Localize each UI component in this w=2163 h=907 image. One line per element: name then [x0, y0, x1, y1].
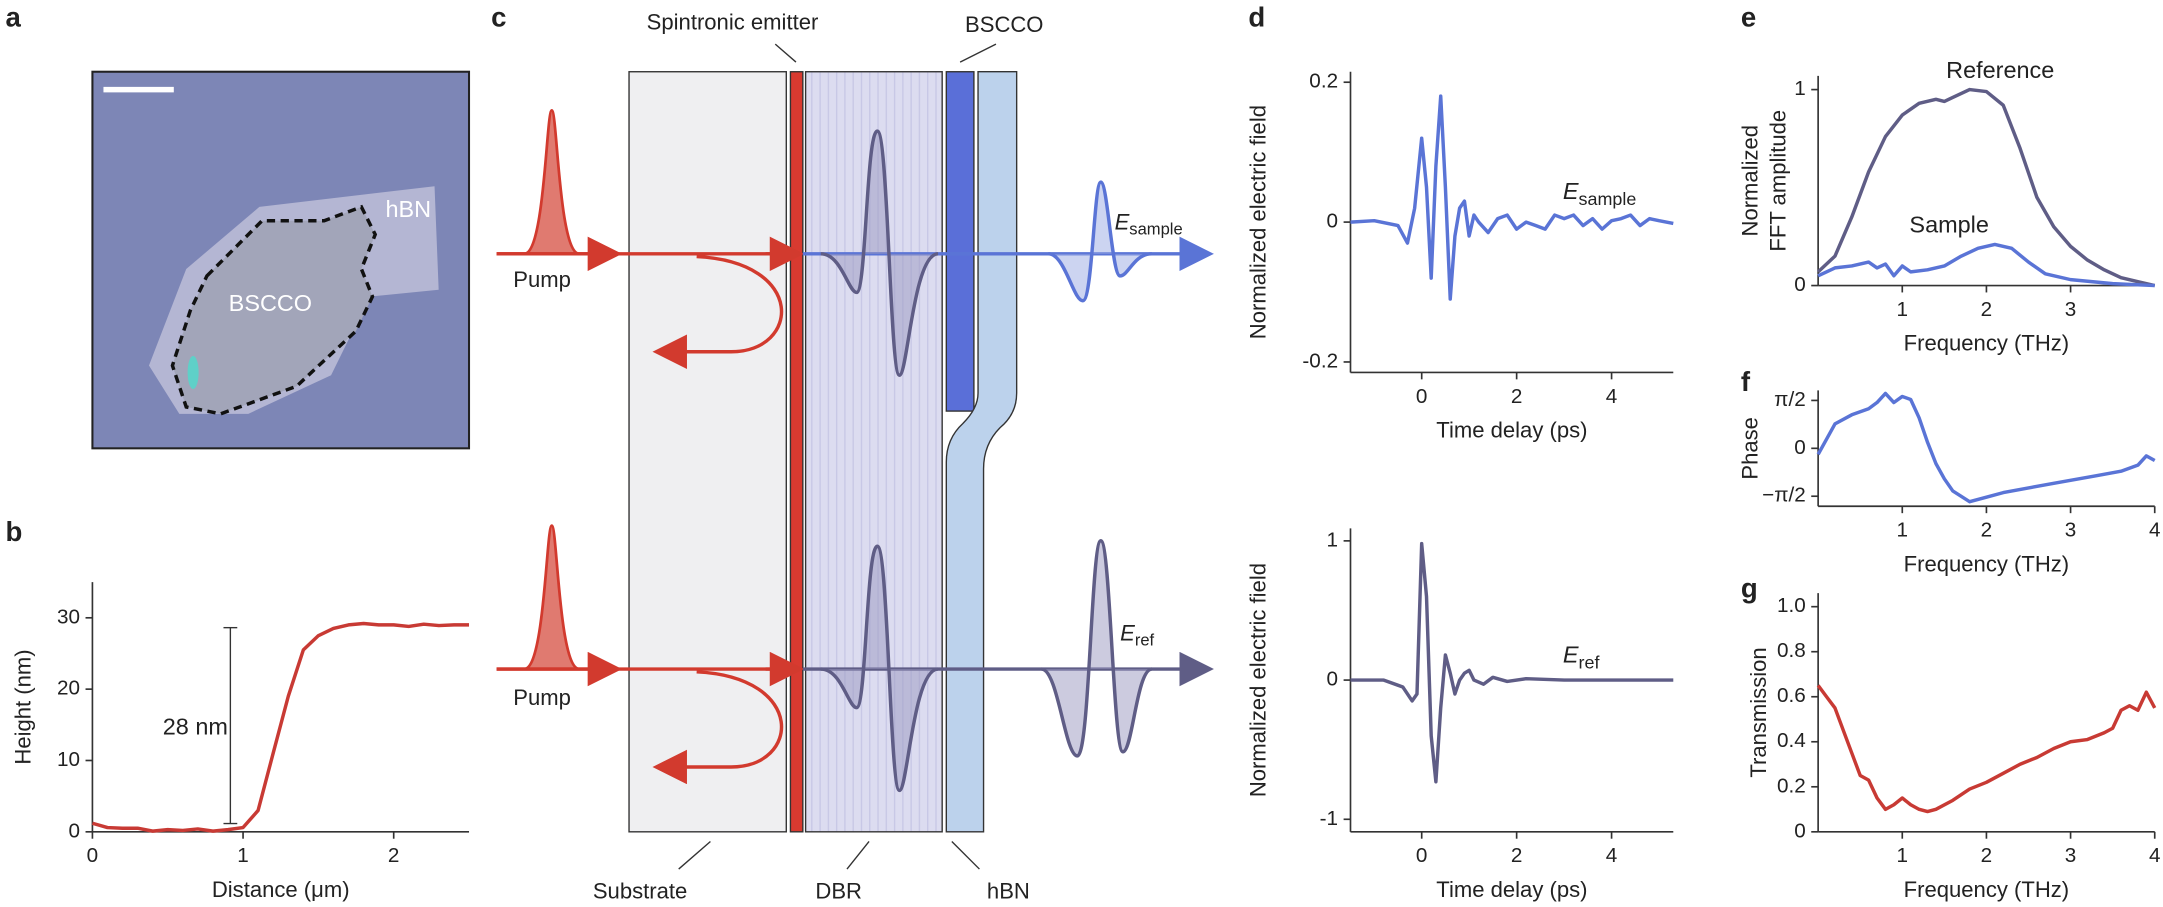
x-tick-label: 4 — [2149, 519, 2161, 542]
micrograph-label: BSCCO — [229, 290, 312, 316]
x-tick-label: 1 — [237, 844, 249, 867]
y-tick-label: π/2 — [1774, 388, 1806, 411]
panel-label: b — [6, 516, 23, 547]
x-tick-label: 1 — [1897, 519, 1909, 542]
x-tick-label: 3 — [2065, 519, 2077, 542]
annotation-text: E — [1563, 178, 1579, 204]
y-tick-label: 20 — [57, 677, 80, 700]
panel-label: f — [1741, 366, 1751, 397]
panel-label: c — [491, 2, 506, 33]
y-tick-label: 0.8 — [1777, 639, 1806, 662]
y-tick-label: 10 — [57, 748, 80, 771]
x-tick-label: 1 — [1897, 298, 1909, 321]
x-tick-label: 2 — [1981, 519, 1993, 542]
x-tick-label: 2 — [388, 844, 400, 867]
panel-label: e — [1741, 2, 1756, 33]
pump-label: Pump — [513, 267, 571, 292]
y-axis-label: Normalized electric field — [1245, 105, 1270, 339]
output-symbol: E — [1120, 620, 1135, 645]
y-axis-label: Transmission — [1746, 647, 1771, 777]
y-tick-label: 0 — [1327, 210, 1339, 233]
data-line — [1350, 541, 1674, 784]
panel-label: d — [1248, 2, 1265, 33]
schematic-label: BSCCO — [965, 12, 1043, 37]
x-tick-label: 4 — [1606, 385, 1618, 408]
y-tick-label: 0.2 — [1777, 774, 1806, 797]
output-subscript: sample — [1129, 220, 1182, 239]
output-symbol: E — [1115, 209, 1130, 234]
y-tick-label: 0.2 — [1309, 70, 1338, 93]
x-tick-label: 3 — [2065, 844, 2077, 867]
annotation-text: 28 nm — [163, 714, 228, 740]
x-tick-label: 4 — [1606, 844, 1618, 867]
panel-label: a — [6, 2, 22, 33]
y-tick-label: 1 — [1327, 528, 1339, 551]
schematic-label: Substrate — [593, 878, 687, 903]
annotation: Eref — [1563, 642, 1600, 672]
annotation-text: E — [1563, 642, 1579, 668]
x-tick-label: 3 — [2065, 298, 2077, 321]
data-line — [91, 621, 470, 833]
micrograph-label: hBN — [386, 196, 432, 222]
y-axis-label: Height (nm) — [11, 649, 36, 764]
output-subscript: ref — [1135, 631, 1155, 650]
y-axis-label: Normalized — [1738, 125, 1763, 237]
micrograph: hBN BSCCO — [91, 70, 471, 450]
x-tick-label: 2 — [1981, 298, 1993, 321]
x-tick-label: 0 — [87, 844, 99, 867]
annotation: Esample — [1563, 178, 1636, 208]
x-tick-label: 1 — [1897, 844, 1909, 867]
y-tick-label: 0.6 — [1777, 684, 1806, 707]
y-tick-label: -1 — [1320, 807, 1338, 830]
x-axis-label: Frequency (THz) — [1904, 331, 2070, 356]
x-axis-label: Frequency (THz) — [1904, 877, 2070, 902]
height-bracket — [223, 626, 238, 825]
schematic-label: DBR — [815, 878, 862, 903]
data-line — [1350, 94, 1674, 301]
annotation-subscript: ref — [1579, 652, 1600, 672]
y-tick-label: -0.2 — [1302, 349, 1338, 372]
output-label: Eref — [1120, 620, 1154, 649]
x-tick-label: 2 — [1981, 844, 1993, 867]
output-label: Esample — [1115, 209, 1183, 238]
y-tick-label: 0.4 — [1777, 729, 1806, 752]
annotation-subscript: sample — [1579, 189, 1637, 209]
x-tick-label: 4 — [2149, 844, 2161, 867]
annotation: 28 nm — [163, 714, 228, 740]
x-axis-label: Time delay (ps) — [1436, 877, 1587, 902]
x-axis-label: Time delay (ps) — [1436, 418, 1587, 443]
data-line — [1816, 391, 2156, 504]
y-tick-label: 1 — [1794, 77, 1806, 100]
x-tick-label: 0 — [1416, 385, 1428, 408]
y-axis-label: Phase — [1738, 417, 1763, 480]
y-tick-label: −π/2 — [1762, 484, 1806, 507]
y-tick-label: 0 — [1794, 273, 1806, 296]
y-tick-label: 0 — [1327, 668, 1339, 691]
y-axis-label: Normalized electric field — [1245, 563, 1270, 797]
x-axis-label: Distance (μm) — [212, 877, 350, 902]
x-tick-label: 2 — [1511, 385, 1523, 408]
y-tick-label: 0 — [1794, 436, 1806, 459]
schematic-label: hBN — [987, 878, 1030, 903]
series-label: Reference — [1946, 57, 2054, 83]
y-tick-label: 0 — [1794, 819, 1806, 842]
data-line — [1816, 87, 2156, 288]
y-tick-label: 30 — [57, 605, 80, 628]
data-line — [1817, 242, 2155, 288]
y-axis-label: FFT amplitude — [1765, 110, 1790, 252]
pump-label: Pump — [513, 685, 571, 710]
data-line — [1816, 684, 2157, 814]
y-tick-label: 0 — [68, 819, 80, 842]
y-tick-label: 1.0 — [1777, 594, 1806, 617]
schematic-label: Spintronic emitter — [647, 9, 819, 34]
x-tick-label: 0 — [1416, 844, 1428, 867]
panel-label: g — [1741, 573, 1758, 604]
series-label: Sample — [1909, 211, 1988, 237]
x-axis-label: Frequency (THz) — [1904, 551, 2070, 576]
schematic: Spintronic emitter BSCCO Pump Pump Subst… — [496, 9, 1214, 903]
x-tick-label: 2 — [1511, 844, 1523, 867]
